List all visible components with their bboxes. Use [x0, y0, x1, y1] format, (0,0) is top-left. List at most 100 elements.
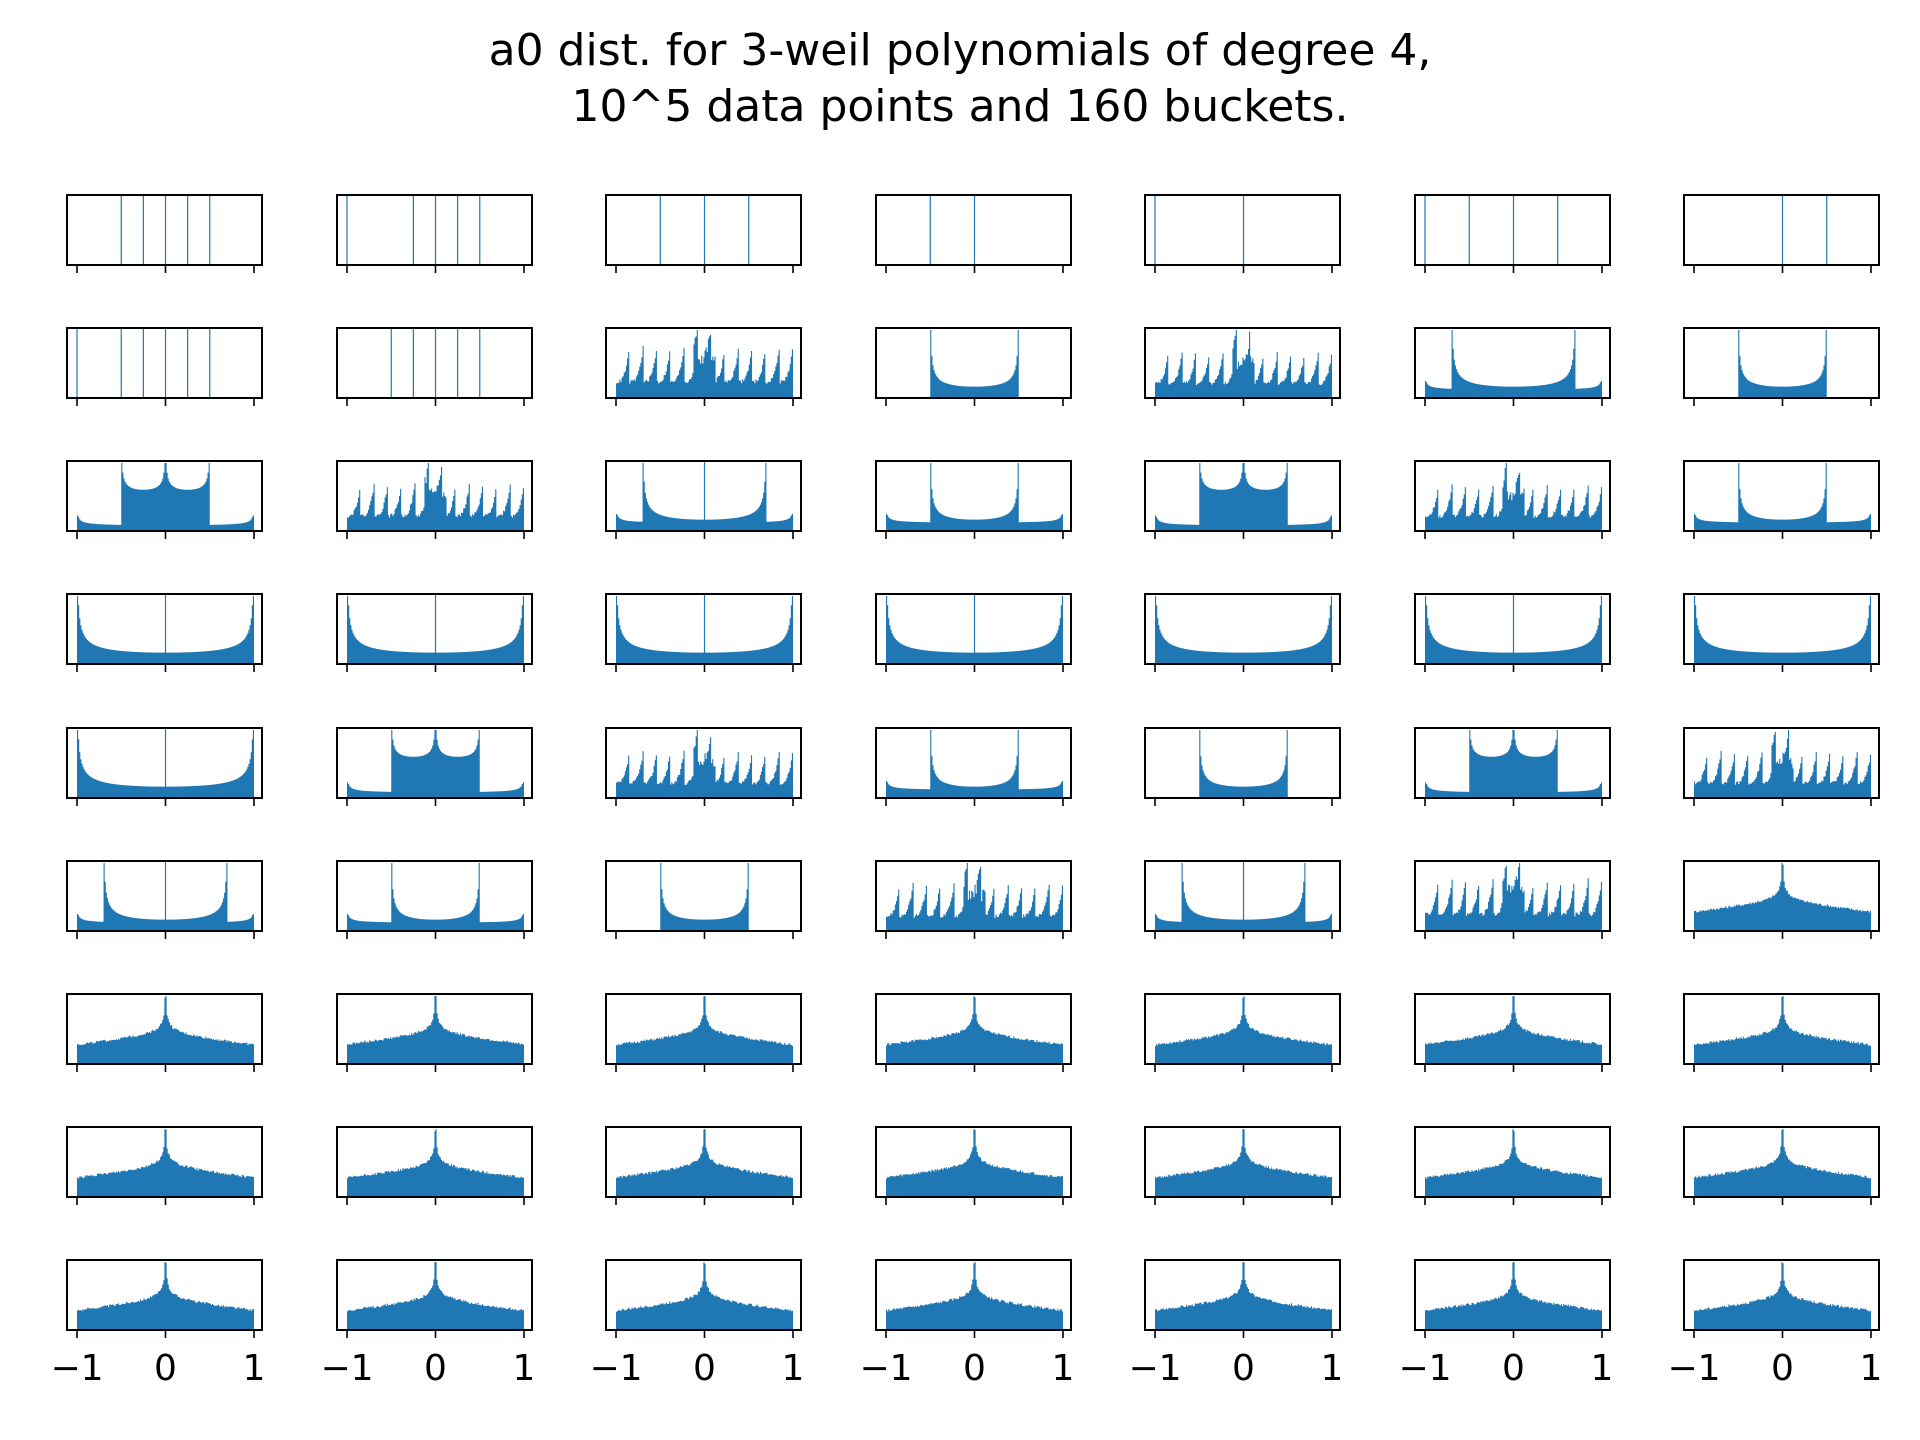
histogram-bars: [1425, 330, 1602, 398]
histogram-panel: [605, 727, 802, 806]
panel-frame: [605, 727, 802, 799]
panel-frame: [1683, 327, 1880, 399]
histogram-bars: [1155, 1262, 1332, 1330]
histogram-bars: [77, 1129, 254, 1197]
histogram-bars: [616, 596, 793, 664]
histogram-panel: [1144, 860, 1341, 939]
histogram-panel: [875, 1126, 1072, 1205]
histogram-bars: [1694, 1129, 1871, 1197]
panel-frame: [605, 327, 802, 399]
panel-frame: [336, 327, 533, 399]
x-tick-label: −1: [1128, 1348, 1181, 1389]
histogram-panel: [1414, 1126, 1611, 1205]
x-tick-label: 0: [424, 1348, 447, 1389]
histogram-panel: −1 0 1: [320, 1259, 535, 1389]
histogram-panel: [66, 327, 263, 406]
histogram-bars: [77, 863, 254, 931]
panel-frame: [66, 327, 263, 399]
x-tick-label: −1: [50, 1348, 103, 1389]
panel-frame: [605, 194, 802, 266]
panel-frame: [1144, 1259, 1341, 1331]
histogram-panel: [605, 194, 802, 273]
histogram-panel: [875, 327, 1072, 406]
panel-frame: [875, 593, 1072, 665]
panel-frame: [336, 860, 533, 932]
panel-frame: [1414, 727, 1611, 799]
x-tick-label: −1: [1398, 1348, 1451, 1389]
panel-frame: [875, 194, 1072, 266]
x-tick-label: 1: [243, 1348, 266, 1389]
histogram-bars: [77, 463, 254, 531]
x-tick-label: 1: [1860, 1348, 1883, 1389]
panel-frame: [605, 1259, 802, 1331]
histogram-bars: [886, 730, 1063, 798]
panel-frame: [336, 1126, 533, 1198]
panel-frame: [1144, 460, 1341, 532]
histogram-panel: −1 0 1: [1667, 1259, 1883, 1389]
panel-frame: [1144, 1126, 1341, 1198]
histogram-bars: [1425, 463, 1602, 531]
panel-frame: [1144, 194, 1341, 266]
histogram-bars: [1425, 596, 1602, 664]
panel-frame: [875, 993, 1072, 1065]
panel-frame: [66, 460, 263, 532]
histogram-bars: [616, 463, 793, 531]
histogram-panel: [605, 593, 802, 672]
x-tick-label: 0: [963, 1348, 986, 1389]
x-tick-label: 1: [1591, 1348, 1614, 1389]
panel-frame: [1414, 1259, 1611, 1331]
histogram-panel: [1414, 993, 1611, 1072]
histogram-bars: [616, 1129, 793, 1197]
panel-frame: [1144, 327, 1341, 399]
panel-frame: [66, 727, 263, 799]
panel-frame: [1144, 993, 1341, 1065]
histogram-panel: [1683, 460, 1880, 539]
histogram-panel: [1683, 593, 1880, 672]
histogram-bars: [1155, 996, 1332, 1064]
histogram-panel: −1 0 1: [1128, 1259, 1344, 1389]
histogram-panel: [875, 194, 1072, 273]
panel-frame: [336, 460, 533, 532]
histogram-panel: [605, 1126, 802, 1205]
histogram-bars: [886, 996, 1063, 1064]
histogram-panel: [1144, 993, 1341, 1072]
histogram-bars: [347, 596, 524, 664]
histogram-bars: [1694, 1262, 1871, 1330]
x-tick-label: 0: [1502, 1348, 1525, 1389]
histogram-panel: [66, 460, 263, 539]
histogram-panel: [875, 727, 1072, 806]
histogram-panel: [1414, 460, 1611, 539]
histogram-panel: [1144, 593, 1341, 672]
histogram-panel: [1414, 194, 1611, 273]
histogram-panel: [1144, 194, 1341, 273]
histogram-bars: [616, 996, 793, 1064]
histogram-panel: −1 0 1: [1398, 1259, 1614, 1389]
panel-frame: [1683, 727, 1880, 799]
panel-frame: [66, 993, 263, 1065]
histogram-bars: [1694, 730, 1871, 798]
histogram-panel: [1683, 327, 1880, 406]
histogram-bars: [1155, 596, 1332, 664]
panel-frame: [1144, 593, 1341, 665]
panel-frame: [875, 860, 1072, 932]
histogram-panel: [605, 860, 802, 939]
histogram-bars: [1425, 1262, 1602, 1330]
histogram-panel: [875, 460, 1072, 539]
x-tick-label: −1: [1667, 1348, 1720, 1389]
panel-frame: [1683, 993, 1880, 1065]
panel-frame: [336, 1259, 533, 1331]
x-tick-label: 1: [1321, 1348, 1344, 1389]
histogram-bars: [886, 330, 1063, 398]
histogram-bars: [77, 596, 254, 664]
panel-frame: [605, 460, 802, 532]
histogram-panel: [336, 727, 533, 806]
panel-frame: [1683, 1126, 1880, 1198]
x-tick-label: 0: [1232, 1348, 1255, 1389]
histogram-panel: [336, 860, 533, 939]
panel-frame: [1144, 727, 1341, 799]
histogram-panel: [605, 327, 802, 406]
histogram-panel: [875, 860, 1072, 939]
histogram-bars: [1155, 730, 1332, 798]
panel-frame: [336, 993, 533, 1065]
x-tick-label: 0: [154, 1348, 177, 1389]
